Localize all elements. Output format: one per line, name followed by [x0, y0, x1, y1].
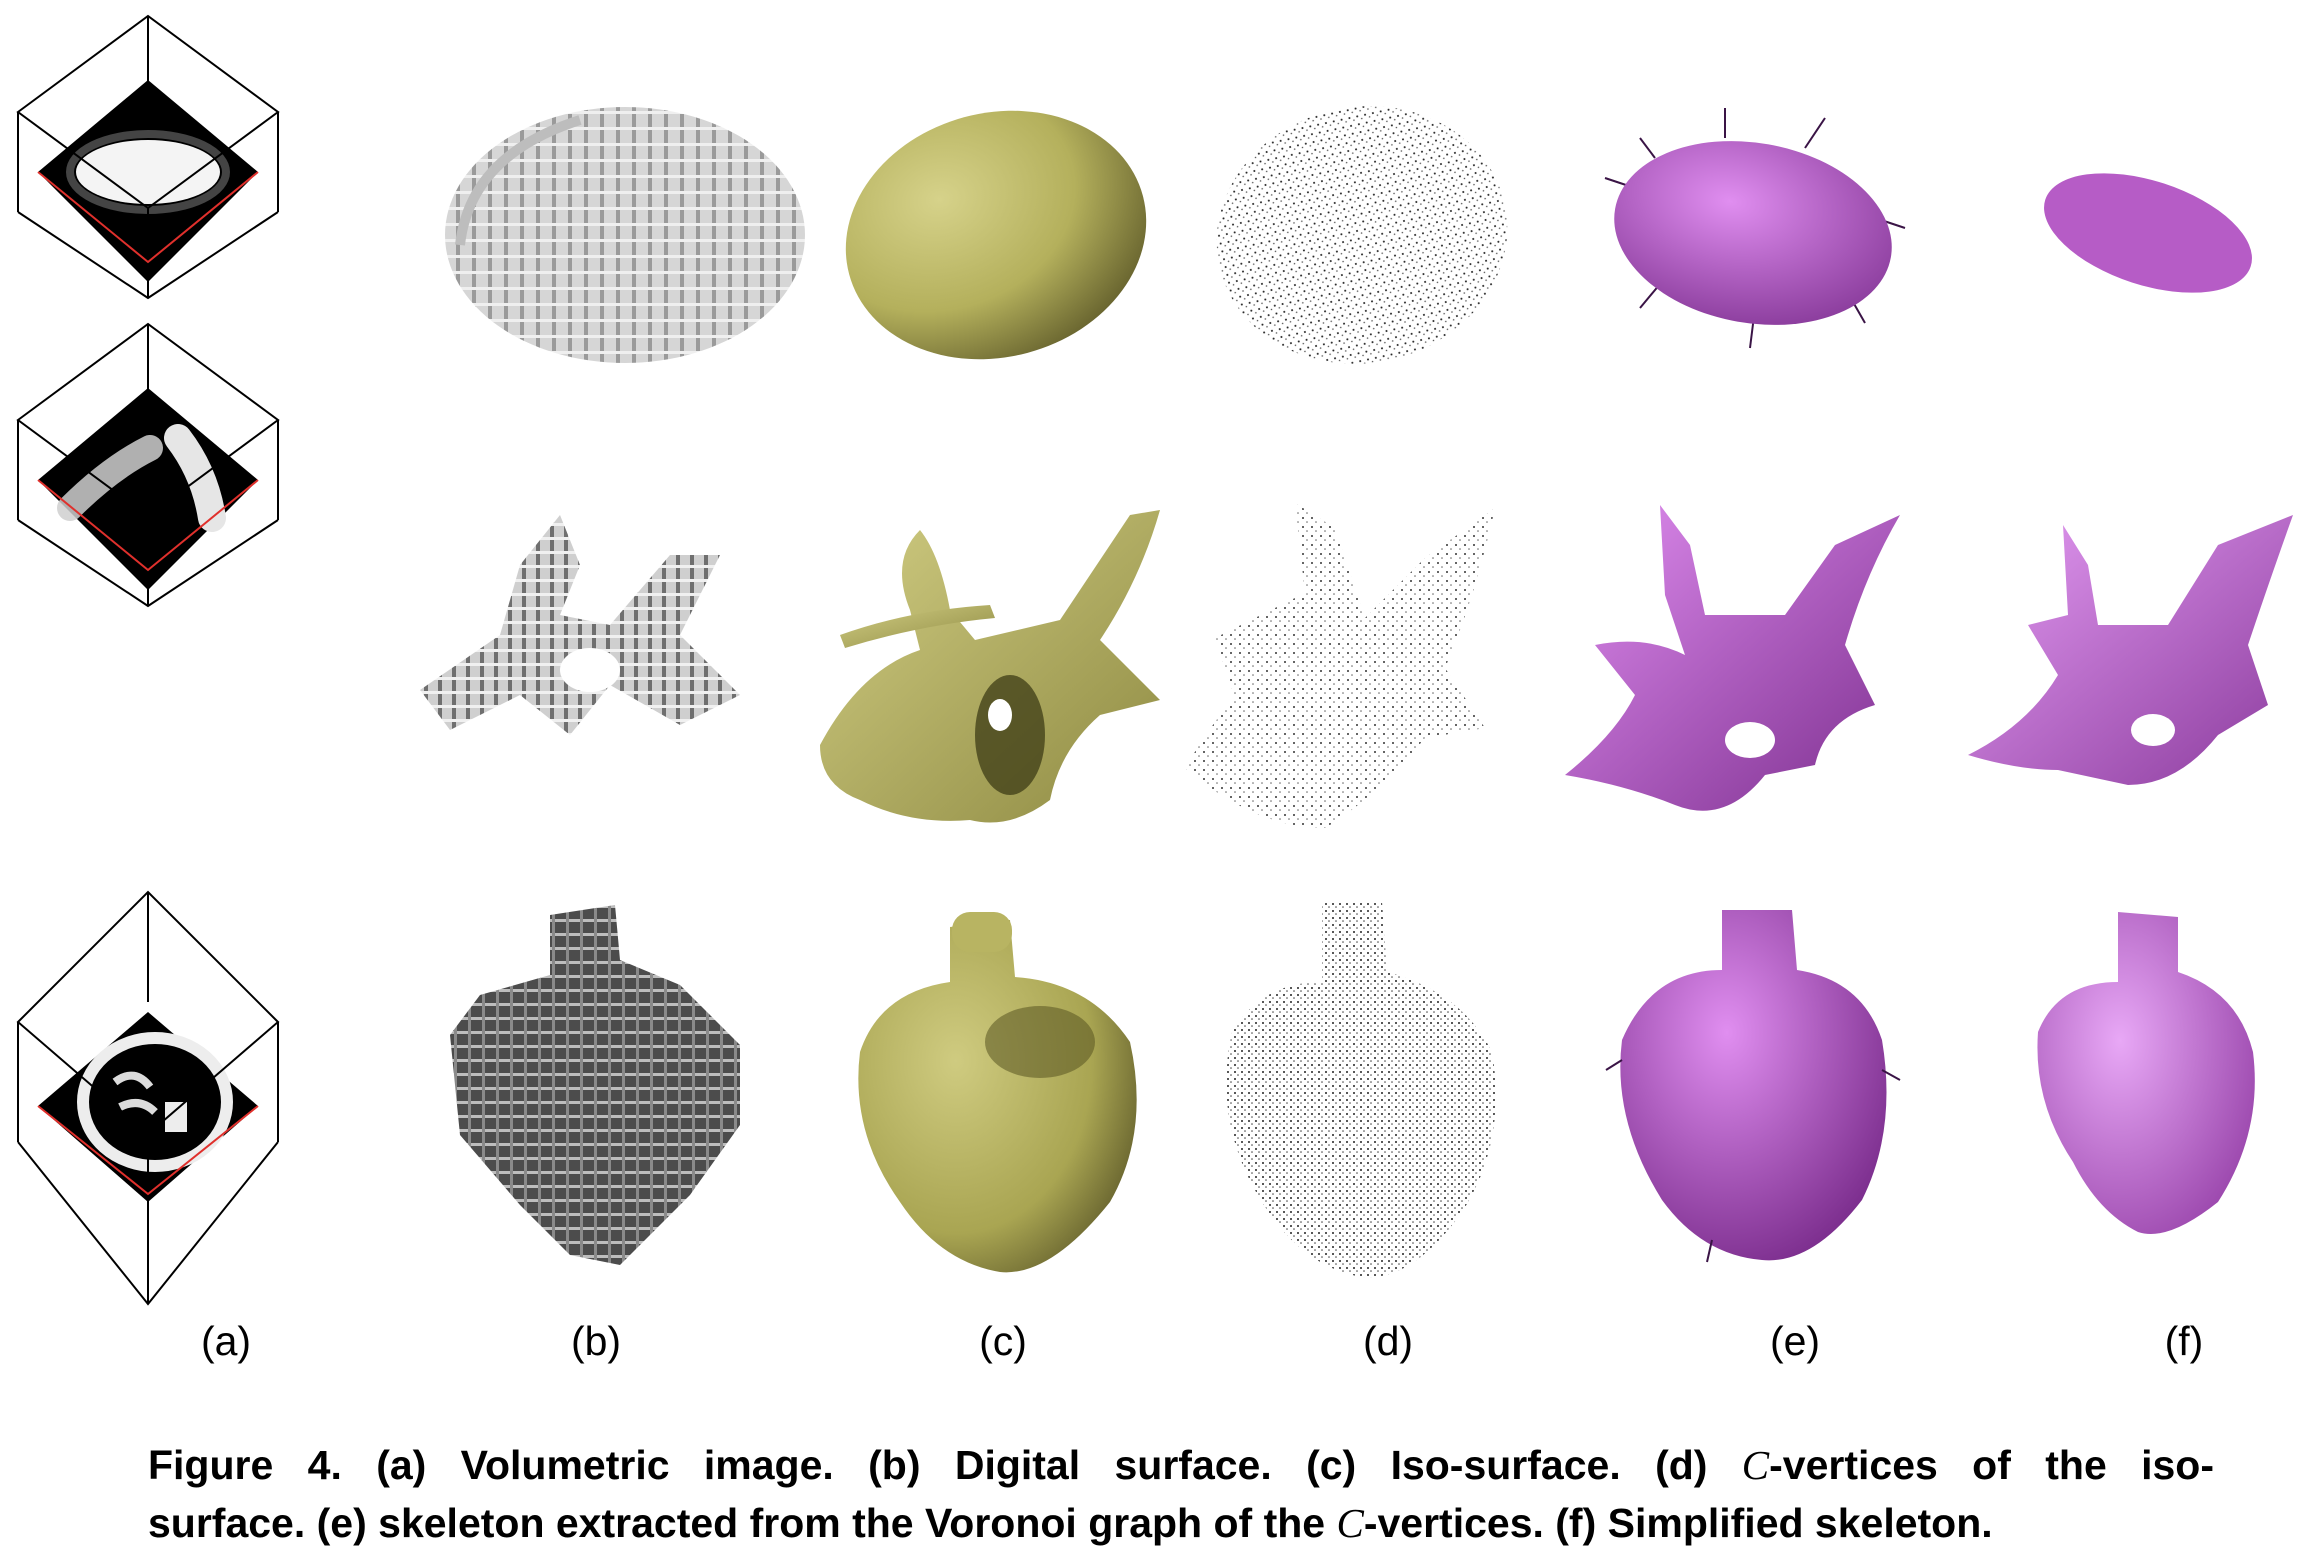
skeleton-ellipsoid: [1604, 108, 1906, 358]
column-label-f: (f): [2164, 1318, 2204, 1364]
c-vertices-ellipsoid: [1212, 100, 1512, 370]
column-label-d: (d): [1362, 1318, 1414, 1364]
simplified-skeleton-branching: [1968, 505, 2298, 825]
caption-text: -vertices. (f) Simplified skeleton.: [1363, 1500, 1993, 1546]
caption-text: Figure 4. (a) Volumetric image. (b) Digi…: [148, 1442, 1742, 1488]
figure-caption: Figure 4. (a) Volumetric image. (b) Digi…: [148, 1436, 2214, 1552]
digital-surface-ellipsoid: [440, 95, 810, 385]
skeleton-branching: [1565, 505, 1905, 835]
volumetric-image-heart: [0, 890, 300, 1306]
volumetric-image-branching: [0, 308, 300, 618]
column-label-e: (e): [1769, 1318, 1821, 1364]
caption-line-1: Figure 4. (a) Volumetric image. (b) Digi…: [148, 1436, 2214, 1494]
skeleton-heart: [1605, 910, 1902, 1270]
iso-surface-ellipsoid: [836, 100, 1156, 370]
digital-surface-heart: [440, 905, 760, 1275]
column-label-b: (b): [570, 1318, 622, 1364]
column-label-c: (c): [979, 1318, 1027, 1364]
caption-line-2: surface. (e) skeleton extracted from the…: [148, 1494, 2214, 1552]
iso-surface-heart: [840, 902, 1160, 1282]
iso-surface-branching: [800, 500, 1170, 840]
volumetric-image-ellipsoid: [0, 0, 300, 310]
column-label-a: (a): [200, 1318, 252, 1364]
digital-surface-branching: [410, 495, 770, 765]
volume-cube-2: [16, 322, 280, 608]
c-vertices-heart: [1212, 902, 1512, 1282]
simplified-skeleton-ellipsoid: [2038, 165, 2258, 305]
simplified-skeleton-heart: [2028, 912, 2268, 1242]
volume-cube-1: [16, 14, 280, 300]
math-variable: C: [1336, 1500, 1364, 1546]
math-variable: C: [1741, 1442, 1770, 1488]
caption-text: -vertices of the iso-: [1769, 1442, 2214, 1488]
c-vertices-branching: [1175, 498, 1515, 838]
caption-text: surface. (e) skeleton extracted from the…: [148, 1500, 1337, 1546]
volume-cube-3: [16, 890, 280, 1306]
